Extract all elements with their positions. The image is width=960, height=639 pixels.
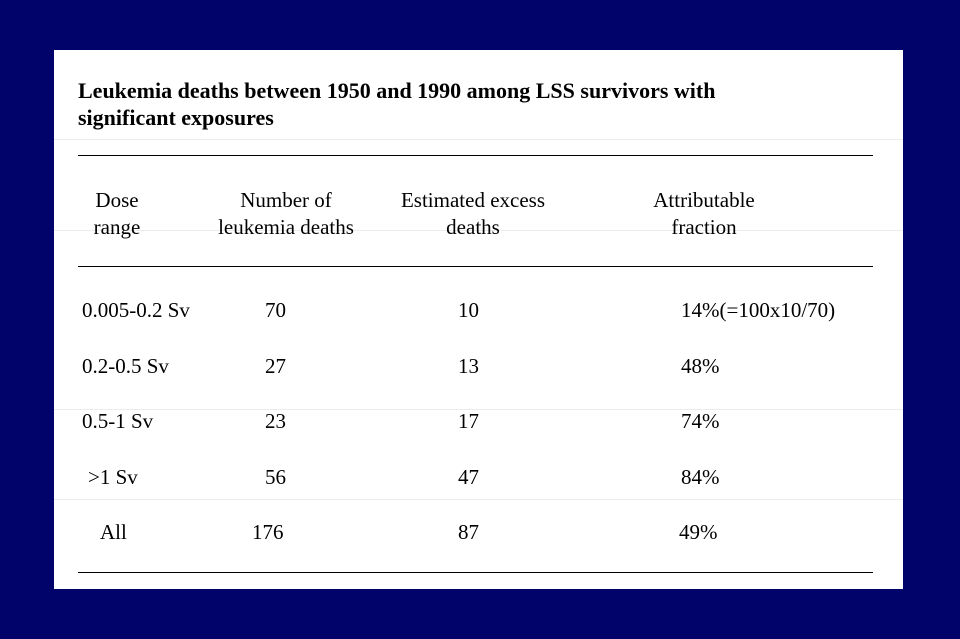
table-cell-fraction: 84% xyxy=(681,465,720,489)
faint-divider xyxy=(54,139,903,140)
title-line-2: significant exposures xyxy=(78,105,274,130)
table-cell-dose: 0.2-0.5 Sv xyxy=(82,354,169,378)
slide-panel: Leukemia deaths between 1950 and 1990 am… xyxy=(54,50,903,589)
table-cell-deaths: 56 xyxy=(265,465,286,489)
top-rule xyxy=(78,155,873,156)
faint-divider xyxy=(54,230,903,231)
table-cell-deaths: 176 xyxy=(252,520,284,544)
table-cell-fraction: 48% xyxy=(681,354,720,378)
table-cell-excess: 47 xyxy=(458,465,479,489)
table-cell-fraction: 49% xyxy=(679,520,718,544)
faint-divider xyxy=(54,409,903,410)
table-cell-dose: 0.005-0.2 Sv xyxy=(82,298,190,322)
bottom-rule xyxy=(78,572,873,573)
faint-divider xyxy=(54,499,903,500)
table-cell-excess: 87 xyxy=(458,520,479,544)
table-cell-dose: 0.5-1 Sv xyxy=(82,409,154,433)
table-cell-deaths: 27 xyxy=(265,354,286,378)
table-cell-excess: 17 xyxy=(458,409,479,433)
header-leukemia-deaths: Number of leukemia deaths xyxy=(218,188,354,239)
header-rule xyxy=(78,266,873,267)
header-attributable-fraction: Attributable fraction xyxy=(653,188,755,239)
table-cell-deaths: 70 xyxy=(265,298,286,322)
table-cell-dose: All xyxy=(100,520,127,544)
table-cell-deaths: 23 xyxy=(265,409,286,433)
table-cell-fraction: 74% xyxy=(681,409,720,433)
table-cell-excess: 13 xyxy=(458,354,479,378)
header-excess-deaths: Estimated excess deaths xyxy=(400,188,546,239)
table-cell-excess: 10 xyxy=(458,298,479,322)
header-dose-range: Dose range xyxy=(93,188,141,239)
title-line-1: Leukemia deaths between 1950 and 1990 am… xyxy=(78,78,716,103)
table-cell-dose: >1 Sv xyxy=(88,465,138,489)
table-cell-fraction: 14%(=100x10/70) xyxy=(681,298,836,322)
slide-title: Leukemia deaths between 1950 and 1990 am… xyxy=(78,77,715,131)
